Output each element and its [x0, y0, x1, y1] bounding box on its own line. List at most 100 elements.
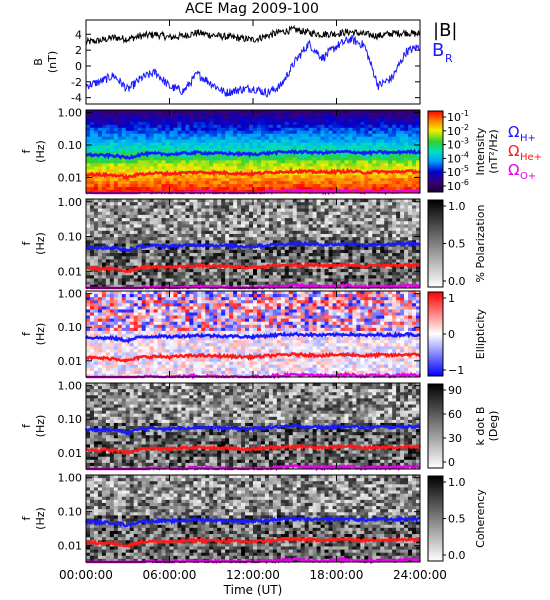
spectrogram-cell: [93, 136, 99, 141]
spectrogram-cell: [129, 184, 135, 188]
spectrogram-cell: [392, 133, 397, 138]
spectrogram-cell: [201, 178, 206, 182]
spectrogram-cell: [348, 187, 353, 191]
spectrogram-cell: [364, 208, 369, 213]
spectrogram-cell: [272, 253, 278, 257]
spectrogram-cell: [368, 211, 373, 216]
spectrogram-cell: [312, 184, 318, 188]
spectrogram-cell: [129, 124, 135, 129]
spectrogram-cell: [233, 208, 238, 213]
spectrogram-cell: [296, 124, 302, 129]
spectrogram-cell: [408, 230, 413, 235]
spectrogram-cell: [169, 163, 174, 167]
spectrogram-cell: [157, 166, 162, 170]
spectrogram-cell: [260, 227, 266, 232]
spectrogram-cell: [153, 142, 158, 146]
spectrogram-cell: [336, 157, 341, 161]
spectrogram-cell: [97, 340, 103, 344]
spectrogram-cell: [280, 265, 286, 270]
spectrogram-cell: [109, 151, 115, 155]
spectrogram-cell: [256, 211, 262, 216]
spectrogram-cell: [368, 166, 373, 170]
spectrogram-cell: [404, 268, 409, 273]
spectrogram-cell: [89, 221, 95, 225]
spectrogram-cell: [284, 281, 290, 286]
spectrogram-cell: [197, 221, 202, 225]
spectrogram-cell: [304, 208, 310, 213]
spectrogram-cell: [129, 253, 135, 257]
spectrogram-cell: [161, 262, 166, 267]
spectrogram-cell: [157, 124, 162, 129]
spectrogram-cell: [368, 178, 373, 182]
spectrogram-cell: [276, 181, 282, 185]
spectrogram-cell: [145, 124, 151, 129]
spectrogram-cell: [400, 178, 405, 182]
spectrogram-cell: [304, 110, 310, 114]
spectrogram-cell: [332, 227, 337, 232]
spectrogram-cell: [149, 268, 154, 273]
spectrogram-cell: [121, 142, 127, 146]
spectrogram-cell: [253, 246, 258, 251]
spectrogram-cell: [149, 187, 154, 191]
spectrogram-cell: [101, 211, 107, 216]
spectrogram-cell: [165, 199, 170, 203]
spectrogram-cell: [233, 237, 238, 241]
spectrogram-cell: [416, 218, 421, 222]
spectrogram-cell: [284, 233, 290, 238]
spectrogram-cell: [348, 118, 353, 123]
spectrogram-cell: [185, 214, 190, 219]
spectrogram-cell: [404, 166, 409, 170]
spectrogram-cell: [256, 142, 262, 146]
spectrogram-cell: [221, 112, 226, 117]
spectrogram-cell: [217, 130, 222, 135]
spectrogram-cell: [364, 160, 369, 164]
spectrogram-cell: [149, 221, 154, 225]
spectrogram-cell: [193, 262, 198, 267]
spectrogram-cell: [380, 259, 385, 263]
spectrogram-cell: [237, 246, 242, 251]
spectrogram-cell: [416, 268, 421, 273]
spectrogram-cell: [292, 136, 298, 141]
spectrogram-cell: [372, 187, 377, 191]
spectrogram-cell: [109, 136, 115, 141]
spectrogram-cell: [380, 136, 385, 141]
spectrogram-cell: [181, 205, 186, 209]
spectrogram-cell: [161, 181, 166, 185]
spectrogram-cell: [264, 124, 270, 129]
spectrogram-cell: [105, 181, 111, 185]
spectrogram-cell: [268, 130, 274, 135]
spectrogram-cell: [292, 115, 298, 120]
spectrogram-cell: [332, 221, 337, 225]
spectrogram-cell: [169, 256, 174, 260]
spectrogram-cell: [221, 115, 226, 120]
spectrogram-cell: [260, 214, 266, 219]
spectrogram-cell: [173, 160, 178, 164]
spectrogram-cell: [105, 112, 111, 117]
spectrogram-cell: [185, 249, 190, 254]
spectrogram-cell: [137, 169, 143, 173]
spectrogram-cell: [280, 208, 286, 213]
spectrogram-cell: [296, 249, 302, 254]
spectrogram-cell: [205, 240, 210, 244]
spectrogram-cell: [157, 253, 162, 257]
spectrogram-cell: [328, 142, 333, 146]
spectrogram-cell: [169, 110, 174, 114]
spectrogram-cell: [308, 154, 314, 158]
spectrogram-cell: [105, 370, 111, 375]
spectrogram-cell: [253, 256, 258, 260]
spectrogram-cell: [173, 184, 178, 188]
spectrogram-cell: [197, 224, 202, 229]
spectrogram-cell: [241, 278, 246, 283]
spectrogram-cell: [113, 259, 119, 263]
spectrogram-cell: [233, 157, 238, 161]
spectrogram-cell: [380, 246, 385, 251]
spectrogram-cell: [288, 110, 294, 114]
spectrogram-cell: [93, 373, 99, 378]
spectrogram-cell: [404, 148, 409, 152]
spectrogram-cell: [113, 284, 119, 289]
spectrogram-cell: [189, 227, 194, 232]
spectrogram-cell: [157, 249, 162, 254]
spectrogram-cell: [101, 278, 107, 283]
spectrogram-cell: [348, 154, 353, 158]
spectrogram-cell: [181, 127, 186, 132]
